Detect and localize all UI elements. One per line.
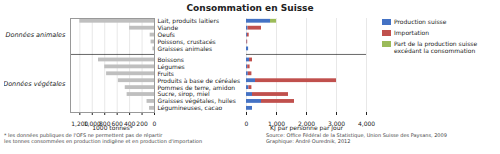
html-text:Importation: Importation: [394, 29, 430, 36]
svg-text:Viande: Viande: [157, 24, 179, 32]
svg-text:Produits à base de céréales: Produits à base de céréales: [157, 76, 241, 84]
svg-text:Lait, produits laitiers: Lait, produits laitiers: [157, 17, 220, 25]
html-text:* les données publiques de l'O: * les données publiques de l'OFS ne perm…: [4, 132, 203, 144]
svg-text:Poissons, crustacés: Poissons, crustacés: [157, 37, 216, 45]
svg-text:1,200: 1,200: [71, 120, 88, 127]
svg-text:0: 0: [153, 120, 157, 127]
svg-text:Données végétales: Données végétales: [4, 80, 66, 88]
svg-text:Pommes de terre, amidon: Pommes de terre, amidon: [157, 83, 236, 91]
svg-text:Fruits: Fruits: [157, 69, 174, 77]
svg-text:Données animales: Données animales: [5, 31, 66, 39]
svg-text:Graisses végétales, huiles: Graisses végétales, huiles: [157, 97, 236, 105]
svg-text:1000 tonnes*: 1000 tonnes*: [92, 124, 133, 131]
svg-text:Légumes: Légumes: [157, 62, 185, 70]
html-text:Source: Office Fédéral de la S: Source: Office Fédéral de la Statistique…: [266, 132, 447, 144]
svg-text:Boissons: Boissons: [157, 55, 184, 63]
html-text:Consommation en Suisse: Consommation en Suisse: [186, 3, 314, 13]
svg-text:200: 200: [136, 120, 148, 127]
html-text:Production suisse: Production suisse: [394, 18, 447, 25]
svg-text:Sucre, sirop, miel: Sucre, sirop, miel: [157, 90, 210, 98]
html-text:Part de la production suisse e: Part de la production suisse excédant la…: [394, 40, 478, 54]
svg-text:Oeufs: Oeufs: [157, 31, 175, 38]
svg-text:0: 0: [245, 120, 249, 127]
svg-text:KJ par personne par jour: KJ par personne par jour: [270, 124, 343, 132]
svg-text:Graisses animales: Graisses animales: [158, 45, 213, 52]
svg-text:4,000: 4,000: [358, 120, 375, 127]
svg-text:Légumineuses, cacao: Légumineuses, cacao: [158, 104, 223, 112]
